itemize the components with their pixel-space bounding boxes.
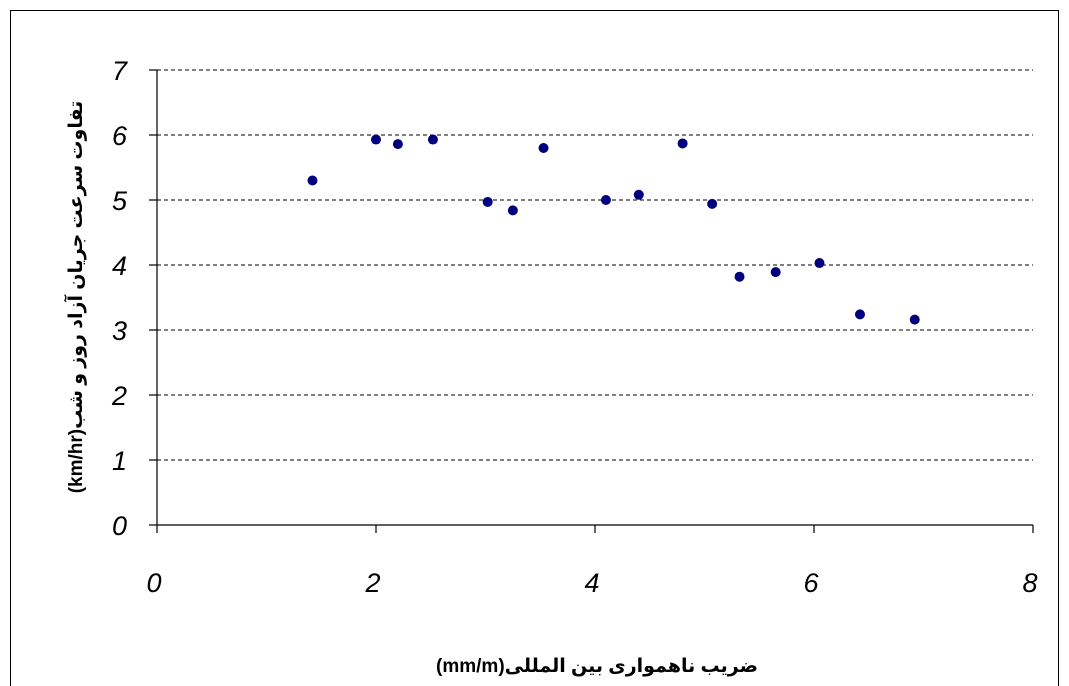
y-tick-label: 7 xyxy=(112,56,128,86)
data-point-10 xyxy=(707,198,718,209)
y-tick-label: 1 xyxy=(112,446,127,476)
grid-lines xyxy=(157,69,1033,461)
y-tick-label: 3 xyxy=(112,316,127,346)
data-point-6 xyxy=(538,143,549,153)
data-point-2 xyxy=(392,139,403,150)
x-tick-label: 2 xyxy=(364,568,380,598)
y-tick-label: 6 xyxy=(112,121,128,151)
data-point-15 xyxy=(909,314,920,325)
data-point-11 xyxy=(734,271,745,282)
data-point-9 xyxy=(677,138,688,149)
y-tick-label: 4 xyxy=(112,251,127,281)
chart-frame xyxy=(10,10,1059,686)
data-point-1 xyxy=(371,134,381,145)
y-tick-label: 5 xyxy=(112,186,128,216)
data-point-8 xyxy=(633,189,644,200)
data-point-12 xyxy=(770,267,781,278)
x-tick-label: 8 xyxy=(1022,568,1037,598)
x-tick-label: 0 xyxy=(146,568,161,598)
y-axis-label: تفاوت سرعت جریان آزاد روز و شب(km/hr) xyxy=(63,101,87,494)
data-point-4 xyxy=(482,196,493,207)
x-tick-label: 4 xyxy=(584,568,599,598)
x-axis-label: ضریب ناهمواری بین المللی(mm/m) xyxy=(436,656,758,677)
y-tick-label: 2 xyxy=(111,381,127,411)
x-tick-label: 6 xyxy=(803,568,819,598)
data-point-3 xyxy=(427,134,438,145)
data-point-13 xyxy=(814,258,825,269)
y-tick-label: 0 xyxy=(112,511,127,541)
data-point-14 xyxy=(854,309,865,320)
y-tick-labels: 0 1 2 3 4 5 6 7 xyxy=(111,56,128,541)
axes xyxy=(149,69,1034,533)
data-points xyxy=(307,134,920,325)
data-point-5 xyxy=(507,205,518,216)
data-point-7 xyxy=(600,195,611,205)
x-tick-labels: 0 2 4 6 8 xyxy=(146,568,1037,598)
data-point-0 xyxy=(307,175,318,186)
